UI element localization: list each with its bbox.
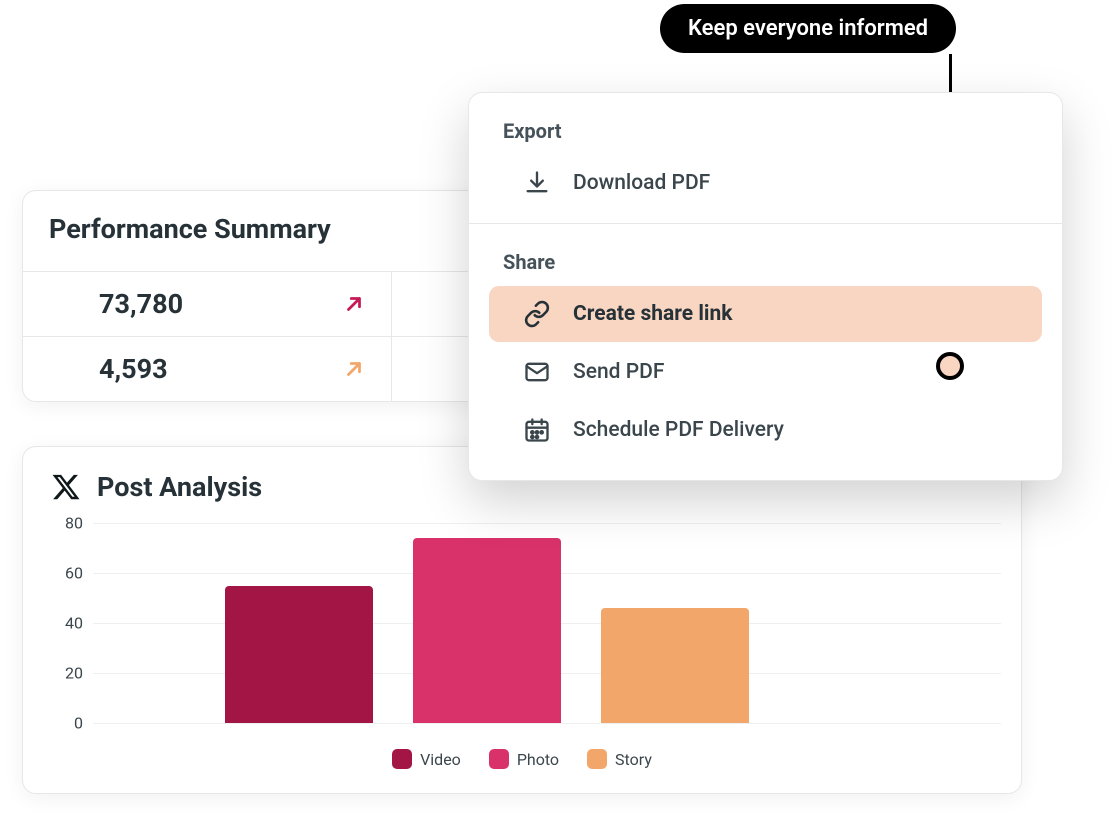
legend-swatch (489, 749, 509, 769)
callout-pill: Keep everyone informed (660, 4, 956, 53)
y-axis-label: 40 (43, 614, 83, 633)
menu-item-label: Create share link (573, 302, 732, 326)
bar-story (601, 608, 749, 723)
create-share-link-item[interactable]: Create share link (489, 286, 1042, 342)
post-analysis-card: Post Analysis 0 20 40 60 80 Video Photo Story (22, 446, 1022, 794)
legend-label: Story (615, 750, 652, 769)
mail-icon (523, 358, 551, 386)
performance-cell: 73,780 (23, 272, 392, 336)
y-axis-label: 0 (43, 714, 83, 733)
legend-item-video: Video (392, 749, 461, 769)
legend-label: Photo (517, 750, 559, 769)
x-logo-icon (51, 472, 81, 502)
y-axis-label: 80 (43, 514, 83, 533)
link-icon (523, 300, 551, 328)
y-axis-label: 20 (43, 664, 83, 683)
calendar-icon (523, 416, 551, 444)
perf-value: 4,593 (49, 353, 329, 385)
gridline (93, 723, 1001, 724)
legend-item-photo: Photo (489, 749, 559, 769)
menu-section-label: Export (469, 93, 1062, 153)
bar-photo (413, 538, 561, 723)
legend-swatch (392, 749, 412, 769)
download-icon (523, 169, 551, 197)
performance-cell: 4,593 (23, 337, 392, 401)
menu-item-label: Download PDF (573, 171, 710, 195)
callout-text: Keep everyone informed (688, 16, 928, 41)
bar-chart: 020406080 (43, 523, 1001, 743)
export-share-menu: Export Download PDF Share Create share l… (468, 92, 1063, 481)
menu-section-label: Share (469, 224, 1062, 284)
bars-container (93, 523, 1001, 723)
chart-legend: Video Photo Story (23, 743, 1021, 793)
perf-value: 73,780 (49, 288, 329, 320)
legend-label: Video (420, 750, 461, 769)
arrow-up-right-icon (343, 293, 365, 315)
bar-video (225, 586, 373, 724)
legend-item-story: Story (587, 749, 652, 769)
callout-circle (936, 352, 964, 380)
post-analysis-title: Post Analysis (97, 471, 262, 503)
legend-swatch (587, 749, 607, 769)
arrow-up-right-icon (343, 358, 365, 380)
menu-item-label: Schedule PDF Delivery (573, 418, 784, 442)
y-axis-label: 60 (43, 564, 83, 583)
menu-item-label: Send PDF (573, 360, 664, 384)
schedule-pdf-item[interactable]: Schedule PDF Delivery (489, 402, 1042, 458)
download-pdf-item[interactable]: Download PDF (489, 155, 1042, 211)
